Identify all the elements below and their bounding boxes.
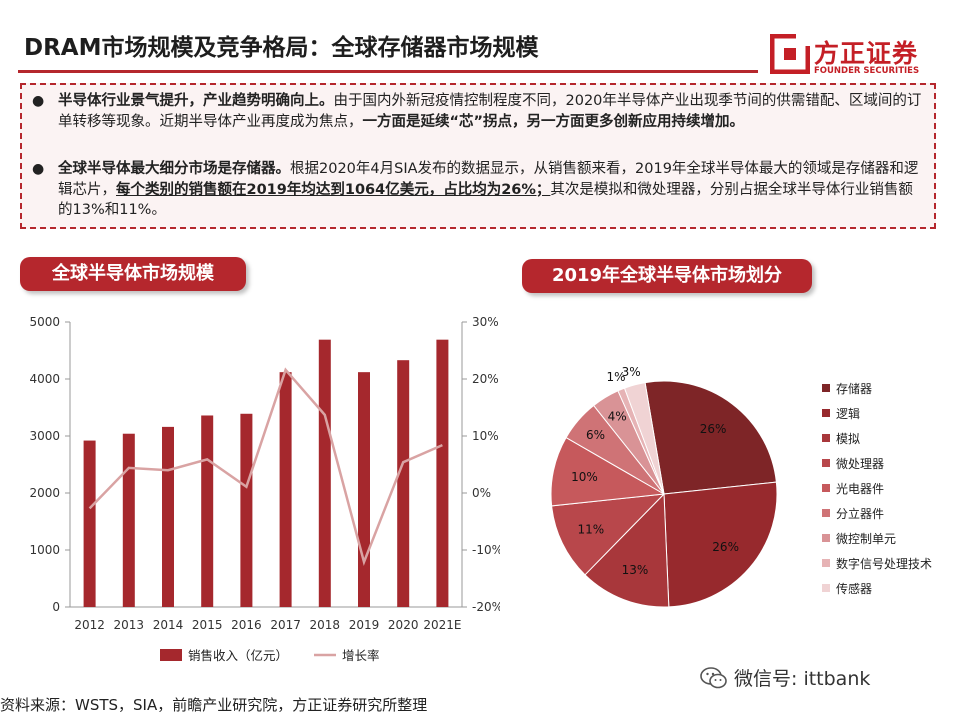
legend-swatch-bar xyxy=(160,649,182,661)
legend-label: 微控制单元 xyxy=(836,532,896,546)
legend-swatch xyxy=(822,484,830,492)
founder-logo-icon xyxy=(770,34,810,74)
x-tick-label: 2018 xyxy=(310,618,341,632)
logo-cn-text: 方正证券 xyxy=(814,39,919,68)
market-share-pie-chart: 26% 26% 13% 11% 10% 6%4% 1%3% 存储器逻辑模拟微处理器光电器件分立… xyxy=(550,365,932,608)
pie-data-label: 13% xyxy=(622,563,649,577)
bullet2-normal: 根据2020年4月SIA发布的数据显示，从销售额来看，2019年全球半导体最大的… xyxy=(58,161,919,198)
x-tick-label: 2017 xyxy=(270,618,301,632)
legend-label: 逻辑 xyxy=(836,407,860,421)
pie-data-label: 1% xyxy=(607,370,626,384)
bar xyxy=(358,372,370,607)
pie-slice xyxy=(551,493,666,576)
pie-data-label: 6% xyxy=(586,428,605,442)
right-tick-label: 30% xyxy=(472,315,499,329)
bar xyxy=(122,433,135,607)
legend-swatch xyxy=(822,384,830,392)
pie-slice xyxy=(584,492,670,608)
x-tick-label: 2020 xyxy=(388,618,419,632)
pie-data-label: 26% xyxy=(700,422,727,436)
bullet-dot-icon: ● xyxy=(32,161,45,177)
bullet1-normal: 由于国内外新冠疫情控制程度不同，2020年半导体产业出现季节间的供需错配、区域间… xyxy=(58,93,922,130)
wechat-icon xyxy=(700,667,727,689)
left-tick-label: 2000 xyxy=(29,486,60,500)
right-tick-label: -20% xyxy=(472,600,500,614)
pie-data-label: 26% xyxy=(712,540,739,554)
bar xyxy=(279,372,292,607)
left-tick-label: 4000 xyxy=(29,372,60,386)
legend-label: 存储器 xyxy=(836,381,872,396)
legend-swatch xyxy=(822,434,830,442)
pie-slice xyxy=(623,382,665,495)
pie-slice xyxy=(644,380,777,495)
legend-swatch xyxy=(822,559,830,567)
left-tick-label: 3000 xyxy=(29,429,60,443)
pie-data-label: 3% xyxy=(622,365,641,379)
founder-securities-logo: 方正证券 FOUNDER SECURITIES xyxy=(770,32,940,84)
right-tick-label: 0% xyxy=(472,486,491,500)
bar xyxy=(201,415,214,607)
left-tick-label: 0 xyxy=(52,600,60,614)
right-tick-label: -10% xyxy=(472,543,500,557)
legend-label-line: 增长率 xyxy=(342,648,380,663)
pie-slice xyxy=(663,481,778,608)
legend-label: 光电器件 xyxy=(836,482,884,496)
legend-swatch xyxy=(822,509,830,517)
summary-box: ● 半导体行业景气提升，产业趋势明确向上。由于国内外新冠疫情控制程度不同，202… xyxy=(20,83,936,229)
bullet1-bold: 半导体行业景气提升，产业趋势明确向上。 xyxy=(58,93,334,109)
legend-label: 微处理器 xyxy=(836,457,884,471)
legend-swatch xyxy=(822,584,830,592)
right-tick-label: 20% xyxy=(472,372,499,386)
page-title: DRAM市场规模及竞争格局：全球存储器市场规模 xyxy=(24,35,539,61)
bullet2-bold2: 每个类别的销售额在2019年均达到1064亿美元，占比均为26%； xyxy=(116,181,551,198)
left-chart-title: 全球半导体市场规模 xyxy=(20,257,246,291)
x-tick-label: 2015 xyxy=(192,618,223,632)
bar xyxy=(162,426,174,607)
market-size-chart: 0 1000 2000 3000 4000 5000 -20% -10% 0% 10% 20% 30%… xyxy=(29,315,500,663)
pie-slice xyxy=(550,436,666,507)
left-tick-label: 5000 xyxy=(29,315,60,329)
bar xyxy=(436,339,449,607)
bullet1-bold2: 一方面是延续“芯”拐点，另一方面更多创新应用持续增加。 xyxy=(362,113,745,130)
legend-label: 模拟 xyxy=(836,432,860,446)
bullet2-normal2: 其次是模拟和微处理器，分别占据全球半导体行业销售额的13%和11%。 xyxy=(58,181,913,219)
title-divider xyxy=(18,70,758,73)
bar xyxy=(397,360,410,607)
legend-label-bar: 销售收入（亿元） xyxy=(188,648,288,663)
right-tick-label: 10% xyxy=(472,429,499,443)
bar xyxy=(240,413,253,607)
x-tick-label: 2021E xyxy=(423,618,461,632)
bar xyxy=(83,440,96,607)
legend-label: 分立器件 xyxy=(836,506,884,521)
pie-data-label: 11% xyxy=(577,522,604,536)
x-tick-label: 2012 xyxy=(74,618,105,632)
pie-data-label: 10% xyxy=(571,470,598,484)
left-tick-label: 1000 xyxy=(29,543,60,557)
x-tick-label: 2014 xyxy=(153,618,184,632)
wechat-id: 微信号: ittbank xyxy=(734,668,871,690)
legend-label: 传感器 xyxy=(836,581,872,596)
legend-swatch xyxy=(822,409,830,417)
x-tick-label: 2016 xyxy=(231,618,262,632)
bar xyxy=(318,339,331,607)
x-tick-label: 2013 xyxy=(114,618,145,632)
legend-swatch xyxy=(822,459,830,467)
source-note: 资料来源：WSTS，SIA，前瞻产业研究院，方正证券研究所整理 xyxy=(0,696,428,714)
bullet-dot-icon: ● xyxy=(32,93,45,109)
growth-rate-line xyxy=(88,367,443,566)
legend-label: 数字信号处理技术 xyxy=(836,556,932,571)
pie-data-label: 4% xyxy=(608,410,627,424)
legend-swatch xyxy=(822,534,830,542)
logo-en-text: FOUNDER SECURITIES xyxy=(814,66,920,76)
right-chart-title: 2019年全球半导体市场划分 xyxy=(522,259,812,293)
bullet2-bold: 全球半导体最大细分市场是存储器。 xyxy=(58,161,290,177)
x-tick-label: 2019 xyxy=(349,618,380,632)
